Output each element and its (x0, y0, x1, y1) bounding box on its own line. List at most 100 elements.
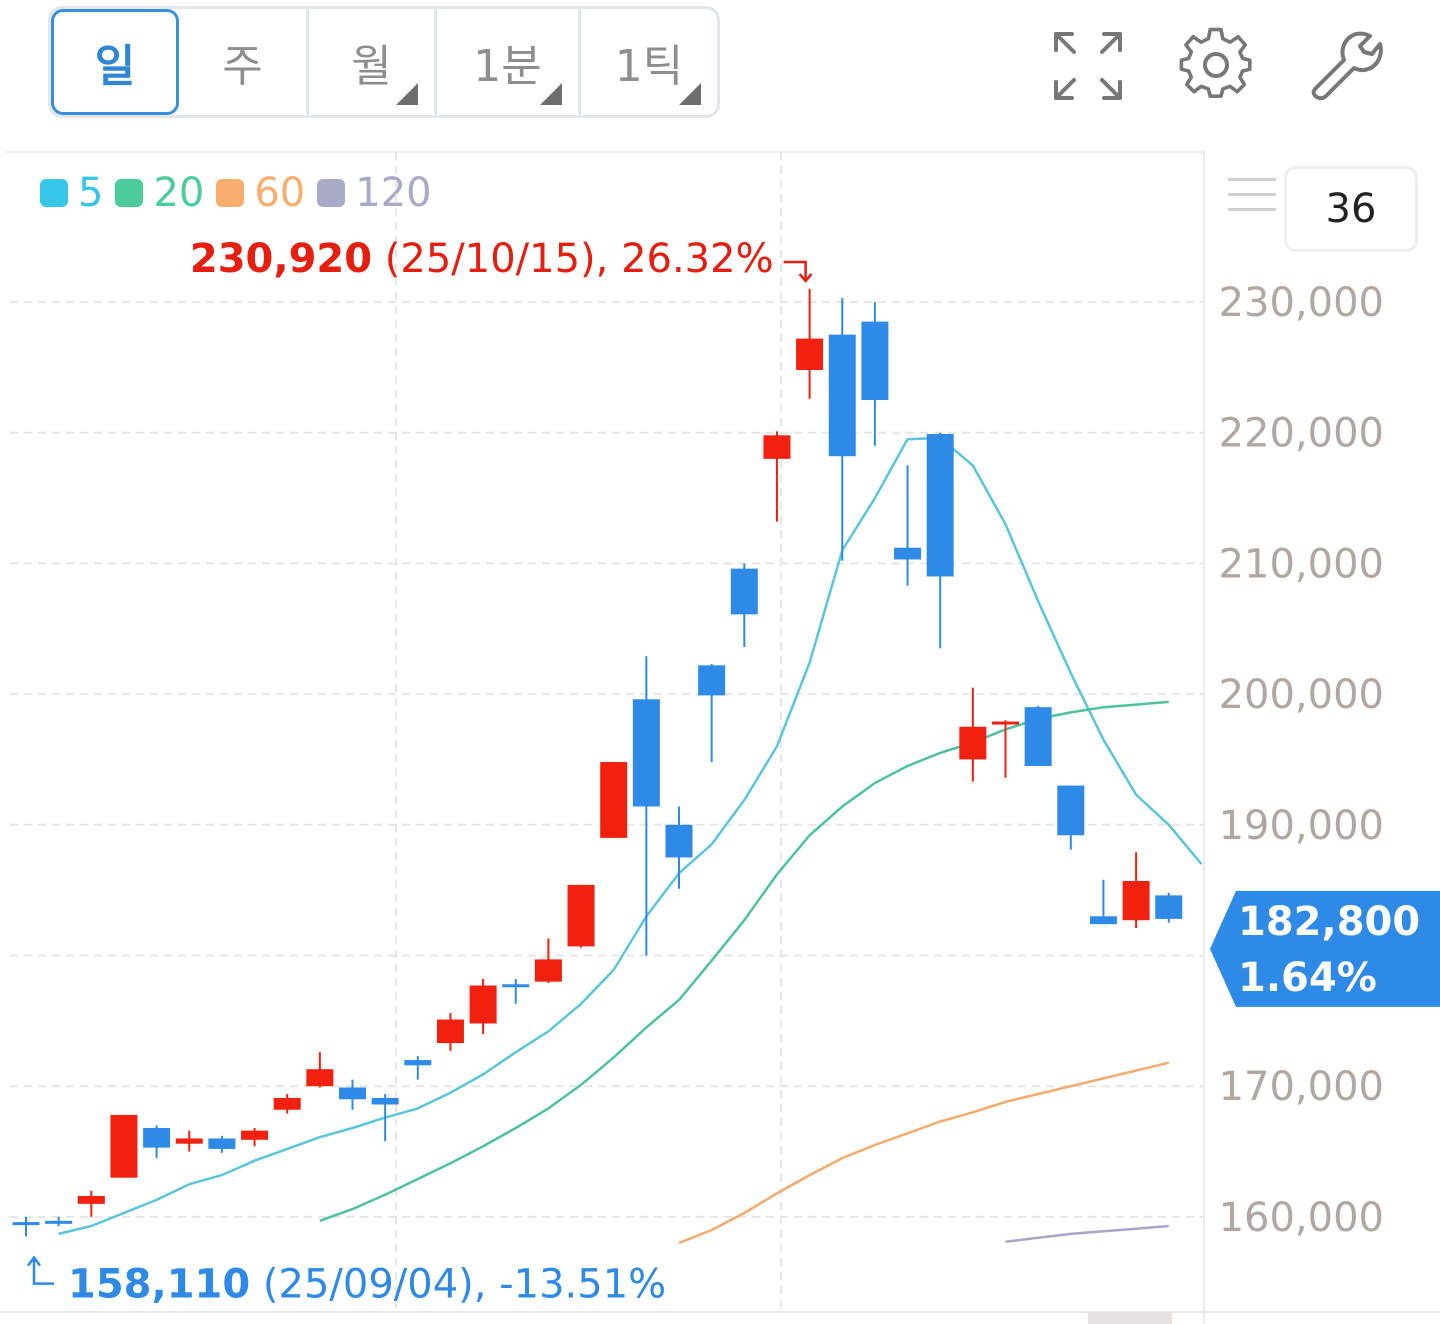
candle-body (469, 985, 497, 1024)
candle (730, 563, 758, 648)
y-tick-label: 230,000 (1219, 280, 1384, 326)
candle-body (861, 321, 889, 401)
candle (632, 656, 660, 956)
tools-button[interactable] (1306, 26, 1386, 106)
legend-label: 5 (78, 170, 104, 216)
legend-swatch (317, 179, 346, 207)
candle (208, 1135, 236, 1153)
candle (339, 1079, 366, 1110)
candle-body (959, 726, 987, 760)
dropdown-corner-icon (396, 83, 418, 105)
candle (665, 806, 693, 889)
legend-item-ma20[interactable]: 20 (115, 170, 204, 216)
high-price-detail: (25/10/15), 26.32% (372, 236, 774, 282)
tab-minute-label: 1분 (473, 41, 542, 92)
legend-label: 120 (355, 170, 432, 216)
current-price-change: 1.64% (1238, 955, 1377, 1001)
legend-item-ma5[interactable]: 5 (40, 170, 103, 216)
candle (175, 1130, 203, 1152)
arrow-up-icon (27, 1255, 54, 1285)
legend-swatch (216, 179, 245, 207)
candle-body (404, 1060, 432, 1066)
candle (110, 1114, 138, 1178)
tab-week[interactable]: 주 (179, 9, 309, 115)
tab-week-label: 주 (222, 41, 263, 92)
y-tick-label: 170,000 (1219, 1064, 1384, 1110)
candle-body (208, 1138, 236, 1149)
candle-body (45, 1220, 73, 1224)
ma-line-20 (319, 700, 1169, 1222)
candle (894, 465, 922, 586)
candle-body (763, 435, 791, 459)
tab-month-label: 월 (351, 41, 392, 92)
candle-body (371, 1097, 399, 1105)
ma-line-60 (678, 1061, 1170, 1245)
candle-body (241, 1130, 269, 1140)
candlestick-chart[interactable]: 230,000220,000210,000200,000190,000180,0… (0, 150, 1440, 1324)
candle-body (992, 721, 1019, 725)
y-tick-label: 220,000 (1219, 411, 1384, 457)
candle (502, 979, 530, 1004)
fullscreen-button[interactable] (1048, 26, 1128, 106)
candle-body (12, 1222, 40, 1226)
expand-icon (1054, 32, 1122, 100)
legend-swatch (40, 179, 68, 207)
candle (534, 938, 562, 983)
legend-swatch (115, 179, 144, 207)
candle (796, 288, 824, 399)
candle-body (502, 984, 530, 988)
candle-body (110, 1114, 138, 1178)
candle-body (600, 762, 628, 838)
settings-button[interactable] (1176, 26, 1256, 106)
candle (959, 687, 987, 782)
tab-month[interactable]: 월 (309, 9, 437, 115)
candle-count-input[interactable]: 36 (1284, 166, 1418, 252)
candle-body (436, 1019, 464, 1044)
y-tick-label: 190,000 (1219, 803, 1384, 849)
tab-day-label: 일 (94, 41, 136, 92)
candle (567, 884, 595, 948)
ma-line-120 (1005, 1224, 1169, 1243)
candle-body (1122, 881, 1150, 921)
menu-icon[interactable] (1228, 178, 1276, 218)
ma-line-5 (58, 436, 1203, 1236)
tab-minute[interactable]: 1분 (437, 9, 581, 115)
candle-body (567, 884, 595, 947)
candle-body (143, 1128, 171, 1148)
candle (12, 1216, 40, 1237)
high-price-value: 230,920 (190, 236, 372, 282)
candle (404, 1056, 432, 1080)
legend-item-ma120[interactable]: 120 (317, 170, 432, 216)
candle (1089, 879, 1117, 925)
tab-tick[interactable]: 1틱 (581, 9, 717, 115)
candle-body (1024, 707, 1052, 766)
candle-body (339, 1087, 366, 1100)
legend-item-ma60[interactable]: 60 (216, 170, 305, 216)
arrow-down-icon (783, 260, 813, 283)
candle (861, 302, 889, 446)
tab-tick-label: 1틱 (614, 41, 684, 92)
candle (241, 1128, 269, 1147)
low-price-value: 158,110 (68, 1262, 250, 1308)
candle-body (698, 665, 726, 696)
ma-legend: 5 20 60 120 (40, 170, 444, 216)
candle-body (175, 1138, 203, 1144)
tab-day[interactable]: 일 (51, 9, 179, 115)
candle-body (1155, 895, 1183, 919)
candle (992, 720, 1019, 778)
gear-icon (1179, 27, 1252, 99)
scroll-handle (1088, 1312, 1172, 1324)
y-tick-label: 210,000 (1219, 541, 1384, 587)
candle (77, 1190, 105, 1217)
candle-body (273, 1097, 301, 1110)
candle (45, 1216, 73, 1227)
legend-label: 60 (254, 170, 306, 216)
y-tick-label: 160,000 (1219, 1195, 1384, 1241)
candle (698, 664, 726, 763)
candle (1057, 785, 1085, 850)
candle (926, 432, 954, 649)
candle-body (534, 959, 562, 982)
candle (306, 1052, 334, 1088)
dropdown-corner-icon (679, 83, 701, 105)
candle-body (796, 338, 824, 370)
